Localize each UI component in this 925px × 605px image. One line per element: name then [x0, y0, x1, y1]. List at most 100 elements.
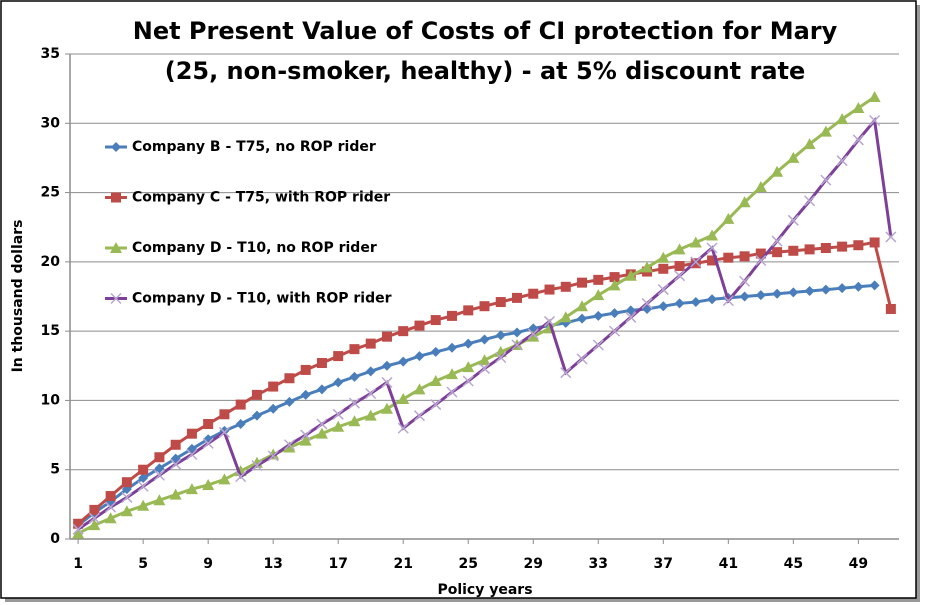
triangle-marker: [689, 236, 702, 248]
diamond-marker: [365, 366, 376, 377]
triangle-marker: [137, 499, 150, 511]
triangle-marker: [803, 138, 816, 150]
square-marker: [755, 248, 766, 259]
diamond-marker: [430, 346, 441, 357]
square-marker: [268, 381, 279, 392]
legend-label: Company B - T75, no ROP rider: [132, 139, 376, 155]
diamond-marker: [349, 371, 360, 382]
diamond-marker: [804, 285, 815, 296]
x-marker: [560, 367, 572, 379]
x-marker: [72, 523, 84, 535]
square-marker: [560, 281, 571, 292]
x-tick-label: 1: [73, 556, 83, 572]
diamond-marker: [251, 410, 262, 421]
triangle-marker: [706, 229, 719, 241]
square-marker: [544, 284, 555, 295]
triangle-marker: [771, 165, 784, 177]
triangle-marker: [153, 494, 166, 506]
square-marker: [300, 364, 311, 375]
triangle-marker: [836, 113, 849, 125]
diamond-marker: [820, 284, 831, 295]
x-marker: [478, 363, 491, 375]
diamond-marker: [235, 418, 246, 429]
diamond-marker: [593, 310, 604, 321]
square-marker: [788, 245, 799, 256]
square-marker: [235, 399, 246, 410]
triangle-marker: [478, 354, 491, 366]
triangle-marker: [104, 512, 117, 524]
square-marker: [446, 310, 457, 321]
x-marker: [446, 386, 458, 398]
triangle-marker: [738, 196, 751, 208]
x-marker: [316, 418, 328, 430]
x-marker: [592, 339, 604, 351]
square-marker: [316, 358, 327, 369]
y-tick-label: 5: [50, 462, 60, 478]
diamond-marker: [609, 308, 620, 319]
diamond-marker: [463, 338, 474, 349]
diamond-marker: [674, 298, 685, 309]
square-marker: [414, 320, 425, 331]
diamond-marker: [837, 283, 848, 294]
triangle-marker: [657, 251, 670, 263]
square-marker: [154, 452, 165, 463]
triangle-marker: [641, 261, 654, 273]
triangle-marker: [624, 269, 637, 281]
x-tick-label: 17: [328, 556, 347, 572]
square-marker: [853, 240, 864, 251]
square-marker: [609, 272, 620, 283]
x-marker: [300, 429, 312, 441]
square-marker: [73, 518, 84, 529]
y-tick-label: 15: [41, 323, 60, 339]
x-marker: [348, 397, 360, 409]
x-marker: [365, 387, 377, 400]
chart-title: Net Present Value of Costs of CI protect…: [133, 17, 838, 45]
x-marker: [153, 469, 165, 481]
diamond-marker: [577, 313, 588, 324]
x-marker: [690, 256, 702, 268]
square-marker: [251, 389, 262, 400]
triangle-marker: [315, 427, 328, 439]
triangle-marker: [722, 212, 735, 224]
x-marker: [625, 311, 637, 323]
square-marker: [121, 477, 132, 488]
x-marker: [186, 448, 198, 461]
diamond-marker: [316, 384, 327, 395]
y-tick-label: 10: [41, 392, 61, 408]
x-tick-label: 41: [719, 556, 738, 572]
diamond-marker: [381, 360, 392, 371]
x-marker: [121, 491, 133, 503]
x-marker: [609, 325, 621, 337]
square-marker: [89, 504, 100, 515]
x-marker: [170, 458, 182, 470]
square-marker: [820, 243, 831, 253]
diamond-marker: [788, 287, 799, 298]
triangle-marker: [88, 519, 101, 531]
triangle-marker: [380, 402, 393, 414]
diamond-marker: [495, 330, 506, 341]
x-marker: [820, 174, 832, 186]
x-marker: [202, 437, 214, 449]
square-marker: [111, 192, 121, 203]
square-marker: [479, 301, 490, 312]
x-tick-label: 13: [263, 556, 282, 572]
square-marker: [170, 439, 181, 450]
square-marker: [381, 331, 392, 342]
square-marker: [186, 428, 197, 439]
diamond-marker: [853, 281, 864, 292]
diamond-marker: [284, 396, 295, 407]
x-marker: [706, 242, 718, 254]
y-tick-label: 20: [41, 254, 61, 270]
x-marker: [787, 214, 799, 226]
x-marker: [235, 471, 247, 483]
x-marker: [869, 114, 881, 127]
square-marker: [349, 344, 360, 355]
diamond-marker: [755, 290, 766, 301]
diamond-marker: [772, 288, 783, 299]
triangle-marker: [185, 483, 198, 495]
triangle-marker: [299, 434, 312, 446]
triangle-marker: [852, 102, 865, 114]
square-marker: [837, 241, 848, 252]
square-marker: [674, 261, 685, 272]
triangle-marker: [673, 243, 686, 255]
